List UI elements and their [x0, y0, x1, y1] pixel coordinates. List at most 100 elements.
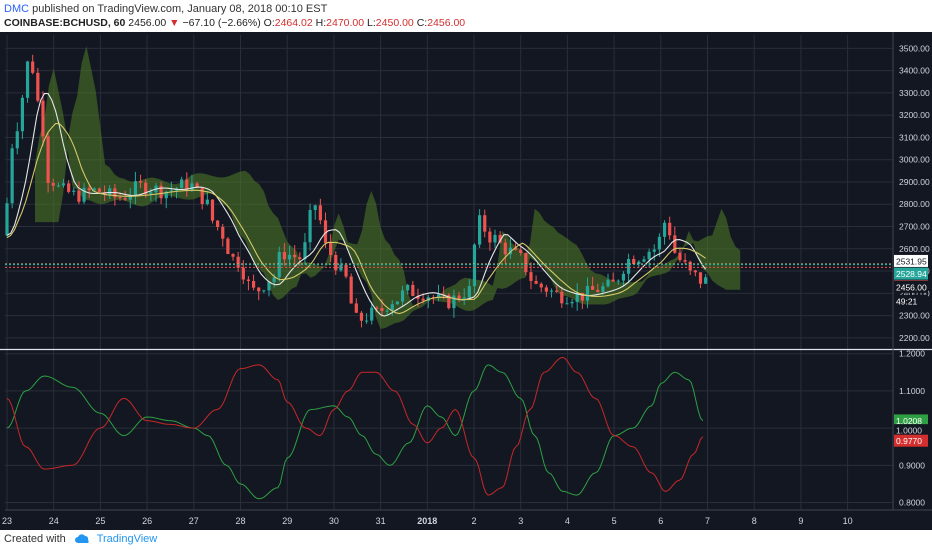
candle-body	[647, 251, 651, 260]
candle-body	[31, 61, 35, 73]
x-tick-label: 7	[705, 516, 710, 526]
low-label: L:	[367, 17, 376, 29]
candle-body	[519, 249, 523, 253]
y-tick-label: 2700.00	[899, 222, 930, 232]
y-tick-label: 3100.00	[899, 132, 930, 142]
price-tag-white: 2531.95	[896, 256, 927, 266]
candle-body	[339, 264, 343, 271]
high-label: H:	[315, 17, 327, 29]
y-tick-label: 3500.00	[899, 43, 930, 53]
price-tag-green: 2528.94	[896, 269, 927, 279]
candle-body	[560, 291, 564, 304]
osc-green-line	[6, 364, 704, 500]
y-tick-label: 2200.00	[899, 333, 930, 343]
candle-body	[267, 282, 271, 291]
candle-body	[591, 286, 595, 290]
open-label: O:	[263, 17, 275, 29]
candle-body	[452, 295, 456, 309]
candle-body	[216, 220, 220, 227]
candle-body	[621, 273, 626, 281]
candle-body	[185, 179, 189, 190]
x-tick-label: 2018	[417, 516, 437, 526]
x-tick-label: 27	[189, 516, 199, 526]
candle-body	[426, 297, 430, 301]
candle-body	[344, 264, 348, 277]
tradingview-link[interactable]: TradingView	[96, 533, 158, 545]
candle-body	[87, 187, 91, 191]
down-arrow-icon: ▼	[169, 17, 180, 29]
candle-body	[118, 197, 122, 199]
candle-body	[56, 185, 60, 187]
candle-body	[205, 199, 209, 205]
candle-body	[5, 203, 9, 236]
osc-tag-one: 1.0000	[896, 426, 922, 436]
candle-body	[257, 287, 261, 292]
candle-body	[36, 72, 40, 101]
candle-body	[478, 215, 482, 245]
candle-body	[436, 294, 441, 298]
candle-body	[575, 292, 579, 302]
candle-body	[246, 279, 251, 281]
candle-body	[585, 286, 590, 301]
author-link[interactable]: DMC	[4, 3, 30, 15]
chart-header: DMC published on TradingView.com, Januar…	[0, 0, 932, 32]
candle-body	[498, 234, 502, 243]
footer: Created with TradingView	[0, 530, 932, 550]
candle-body	[323, 220, 328, 244]
candle-body	[472, 244, 477, 287]
osc-red-line	[6, 356, 704, 496]
y-tick-label: 2300.00	[899, 311, 930, 321]
osc-tag-red-bg	[894, 434, 928, 447]
candle-body	[606, 279, 610, 287]
x-tick-label: 28	[235, 516, 245, 526]
x-tick-label: 23	[2, 516, 12, 526]
moving-averages	[5, 93, 893, 317]
candle-body	[539, 283, 543, 288]
chart-area[interactable]: 3500.00 3400.00 3300.00 3200.00 3100.00 3000.…	[0, 32, 932, 530]
candle-body	[195, 183, 199, 188]
candle-body	[226, 238, 230, 255]
candle-body	[169, 190, 173, 192]
last-price: 2456.00	[128, 17, 167, 29]
candle-body	[390, 304, 394, 311]
candle-body	[483, 215, 487, 232]
candle-body	[354, 303, 358, 313]
candle-body	[385, 310, 389, 312]
candle-body	[349, 276, 353, 304]
candle-body	[580, 292, 584, 301]
price-tag-green-bg	[894, 267, 928, 280]
y-tick-label: 3400.00	[899, 66, 930, 76]
candle-body	[293, 254, 297, 258]
candle-body	[370, 307, 374, 321]
candle-body	[303, 242, 307, 259]
x-tick-label: 9	[798, 516, 803, 526]
oscillator-pane	[6, 356, 704, 500]
candle-body	[15, 131, 19, 149]
candle-body	[673, 235, 677, 253]
candle-body	[570, 301, 574, 304]
ichimoku-cloud	[35, 46, 741, 329]
candle-body	[41, 100, 45, 137]
price-tag-last: 2456.00	[896, 282, 927, 292]
x-tick-label: 25	[95, 516, 105, 526]
candle-body	[395, 301, 400, 305]
candle-body	[20, 97, 25, 132]
candle-body	[683, 260, 687, 262]
candle-body	[400, 290, 405, 302]
candle-body	[200, 187, 204, 205]
x-tick-label: 10	[843, 516, 853, 526]
candle-body	[637, 261, 641, 265]
candle-body	[596, 289, 600, 293]
candle-body	[61, 183, 66, 186]
candle-body	[626, 258, 631, 274]
y-tick-label: 2400.00	[899, 288, 930, 298]
close-value: 2456.00	[427, 17, 466, 29]
candle-body	[67, 183, 71, 192]
candle-body	[462, 297, 466, 299]
x-tick-label: 8	[752, 516, 757, 526]
candle-body	[334, 254, 338, 271]
candle-body	[108, 188, 112, 195]
candle-body	[282, 251, 286, 260]
candle-body	[529, 272, 533, 281]
candle-body	[77, 190, 81, 202]
